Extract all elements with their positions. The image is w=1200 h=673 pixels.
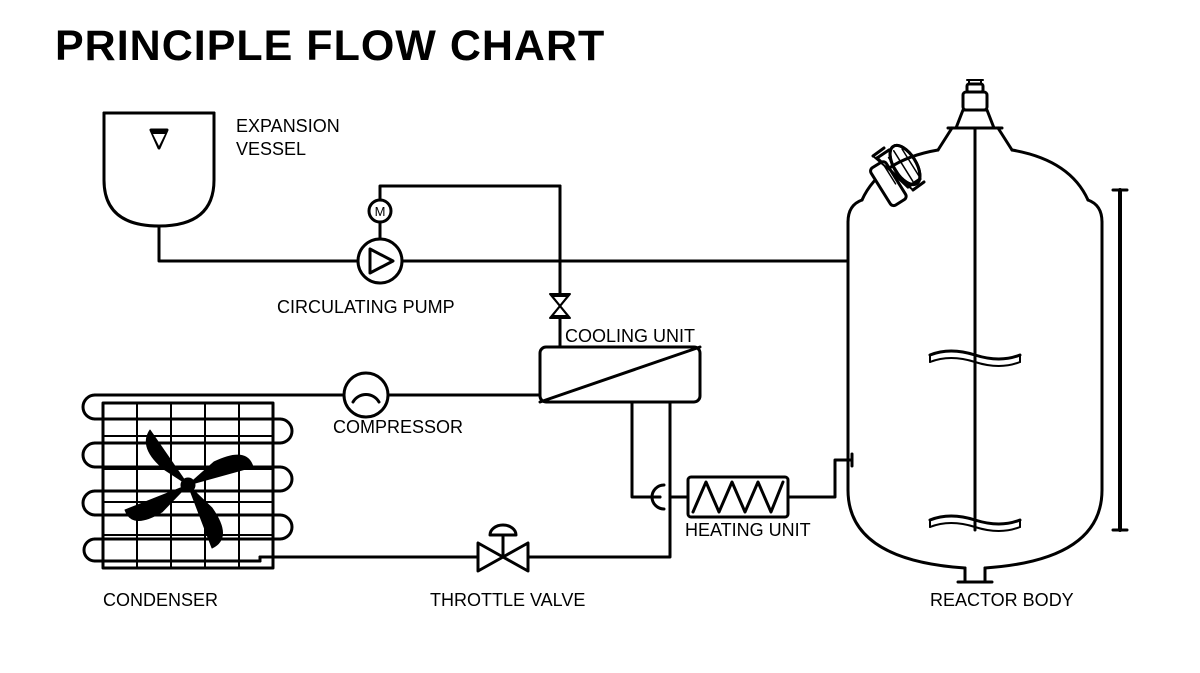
cooling-unit-icon	[540, 347, 700, 402]
compressor-icon	[344, 373, 388, 417]
diagram-svg: M	[0, 0, 1200, 673]
expansion-vessel-icon	[104, 113, 214, 226]
diagram-container: PRINCIPLE FLOW CHART EXPANSION VESSEL CI…	[0, 0, 1200, 673]
svg-text:M: M	[375, 204, 386, 219]
inline-valve-icon	[550, 294, 570, 318]
heating-unit-icon	[688, 477, 788, 517]
condenser-icon	[83, 395, 292, 568]
throttle-valve-icon	[478, 525, 528, 571]
circulating-pump-icon	[358, 239, 402, 283]
motor-icon: M	[369, 200, 391, 222]
reactor-body-icon	[848, 80, 1127, 582]
